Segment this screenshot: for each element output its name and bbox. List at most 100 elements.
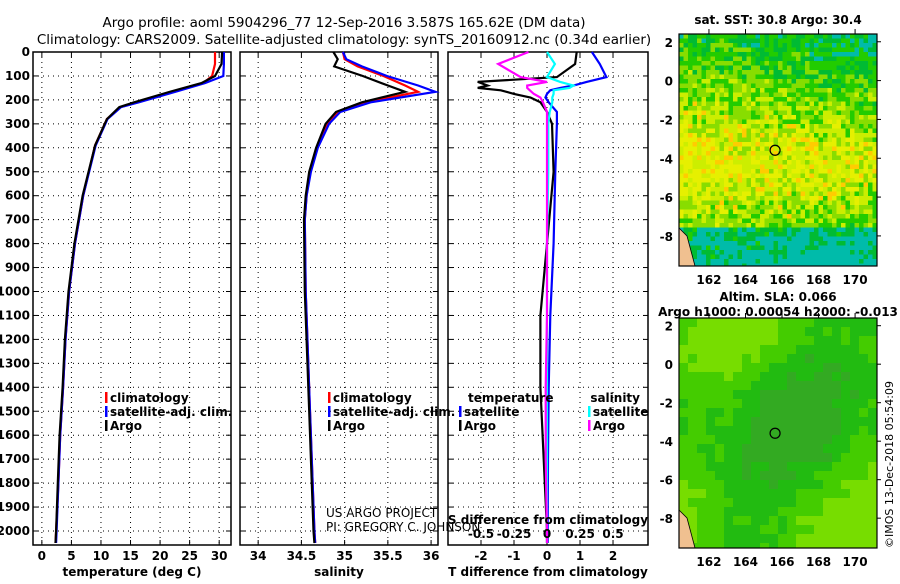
map-cell <box>814 254 819 260</box>
map-cell <box>751 205 756 210</box>
map-cell <box>760 480 770 490</box>
map-cell <box>733 115 738 120</box>
map-cell <box>863 182 869 188</box>
map-cell <box>863 74 869 80</box>
map-cell <box>742 110 747 116</box>
map-cell <box>868 142 873 147</box>
map-cell <box>719 223 725 228</box>
map-cell <box>859 119 864 125</box>
map-cell <box>823 65 828 71</box>
map-cell <box>679 209 684 215</box>
map-cell <box>805 56 810 62</box>
map-cell <box>706 38 711 44</box>
map-cell <box>773 74 779 80</box>
map-cell <box>697 61 702 66</box>
map-cell <box>796 101 801 107</box>
map-cell <box>742 363 752 373</box>
map-cell <box>841 232 846 237</box>
map-cell <box>823 88 828 93</box>
map-cell <box>697 250 702 255</box>
map-cell <box>818 151 824 156</box>
map-cell <box>868 128 873 134</box>
map-cell <box>746 164 752 170</box>
map-cell <box>751 236 756 242</box>
map-cell <box>791 70 797 75</box>
map-cell <box>836 263 842 267</box>
map-cell <box>764 205 770 210</box>
map-cell <box>796 525 806 535</box>
map-cell <box>836 205 842 210</box>
map-cell <box>796 241 801 246</box>
map-cell <box>796 543 806 549</box>
map-cell <box>773 169 779 174</box>
map-cell <box>724 47 729 53</box>
map-cell <box>805 354 815 364</box>
map-cell <box>832 480 842 490</box>
map-cell <box>782 160 788 165</box>
map-cell <box>719 227 725 233</box>
map-cell <box>778 507 788 517</box>
map-cell <box>706 137 711 143</box>
map-cell <box>697 489 707 499</box>
map-cell <box>814 227 819 233</box>
map-cell <box>697 236 702 242</box>
map-cell <box>827 146 833 152</box>
map-cell <box>719 173 725 179</box>
map-cell <box>778 137 783 143</box>
map-cell <box>679 151 684 156</box>
map-cell <box>859 38 864 44</box>
map-cell <box>760 254 765 260</box>
map-cell <box>728 227 734 233</box>
map-cell <box>701 110 707 116</box>
map-cell <box>859 250 864 255</box>
map-cell <box>679 110 684 116</box>
map-cell <box>791 259 797 264</box>
map-cell <box>715 43 720 48</box>
map-cell <box>715 223 720 228</box>
map-cell <box>809 115 815 120</box>
map-cell <box>742 56 747 62</box>
map-cell <box>769 354 779 364</box>
map-cell <box>805 209 810 215</box>
map-cell <box>845 128 851 134</box>
map-cell <box>805 133 810 138</box>
map-cell <box>850 417 860 427</box>
map-cell <box>742 471 752 481</box>
map-cell <box>872 241 878 246</box>
map-cell <box>764 70 770 75</box>
map-cell <box>710 160 716 165</box>
map-cell <box>778 115 783 120</box>
map-cell <box>823 169 828 174</box>
map-cell <box>773 110 779 116</box>
map-cell <box>814 178 819 183</box>
map-cell <box>688 336 698 346</box>
map-cell <box>796 115 801 120</box>
map-cell <box>683 191 689 197</box>
map-cell <box>764 38 770 44</box>
map-cell <box>773 245 779 251</box>
map-cell <box>814 516 824 526</box>
map-cell <box>787 182 792 188</box>
map-cell <box>742 462 752 472</box>
map-cell <box>773 218 779 224</box>
map-cell <box>782 119 788 125</box>
map-cell <box>742 232 747 237</box>
map-cell <box>832 453 842 463</box>
map-cell <box>760 462 770 472</box>
map-cell <box>863 83 869 89</box>
map-cell <box>733 263 738 267</box>
map-cell <box>728 151 734 156</box>
map-cell <box>773 43 779 48</box>
map-cell <box>818 182 824 188</box>
map-cell <box>697 214 702 219</box>
map-cell <box>818 110 824 116</box>
map-cell <box>737 263 743 267</box>
map-cell <box>697 79 702 84</box>
map-cell <box>733 155 738 161</box>
map-cell <box>863 223 869 228</box>
map-cell <box>679 74 684 80</box>
map-cell <box>679 137 684 143</box>
map-cell <box>751 534 761 544</box>
map-cell <box>692 164 698 170</box>
map-cell <box>845 101 851 107</box>
